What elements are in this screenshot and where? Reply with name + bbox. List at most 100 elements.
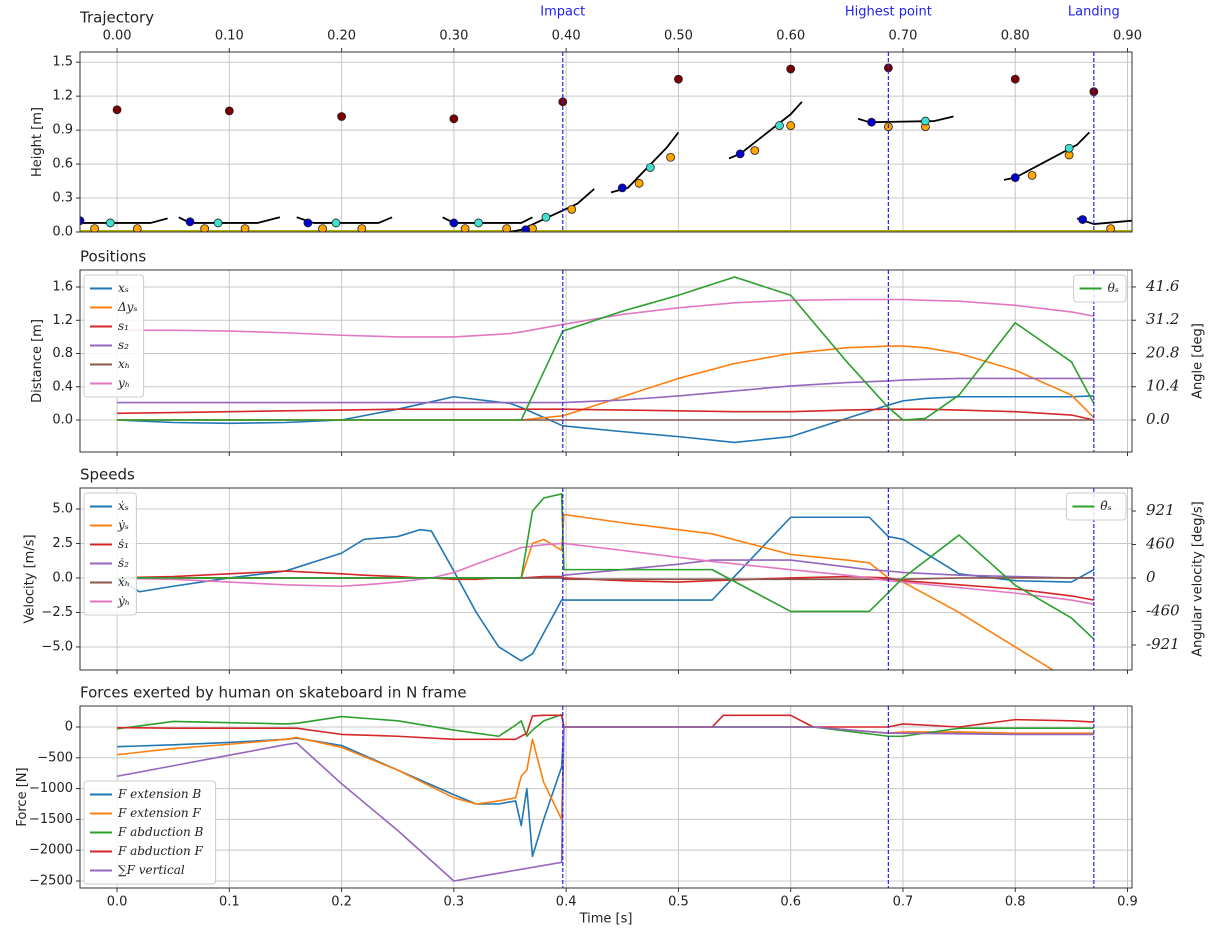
point — [667, 153, 675, 161]
legend-label: xₕ — [118, 357, 130, 371]
y-tick-label: 1.6 — [52, 280, 73, 295]
plot-area — [80, 52, 1132, 232]
x-tick-label: 0.9 — [1117, 895, 1138, 910]
point — [332, 219, 340, 227]
y-tick-label: −1500 — [29, 812, 73, 827]
y-tick-label: −2000 — [29, 843, 73, 858]
y2-tick-label: 0.0 — [1146, 410, 1170, 428]
legend-label: ẋₛ — [118, 499, 129, 513]
y-tick-label: 0.6 — [52, 157, 73, 172]
y-tick-label: −5.0 — [41, 639, 73, 654]
x-tick-label: 0.60 — [776, 29, 805, 44]
event-label: Impact — [540, 5, 585, 20]
y-tick-label: 0.3 — [52, 191, 73, 206]
point — [304, 219, 312, 227]
x-tick-label: 0.2 — [331, 895, 352, 910]
x-tick-label: 0.7 — [893, 895, 914, 910]
y-tick-label: 0.8 — [52, 346, 73, 361]
y-tick-label: 0.9 — [52, 123, 73, 138]
y-tick-label: 0.0 — [52, 413, 73, 428]
y2-axis-label: Angle [deg] — [1191, 323, 1206, 399]
y-tick-label: −2.5 — [41, 605, 73, 620]
point — [736, 150, 744, 158]
y-axis-label: Height [m] — [30, 107, 45, 177]
point — [133, 225, 141, 233]
legend-label: s₂ — [118, 338, 129, 352]
point — [674, 75, 682, 83]
y-tick-label: −500 — [37, 750, 73, 765]
y-tick-label: 0.0 — [52, 570, 73, 585]
point — [618, 184, 626, 192]
y2-axis-label: Angular velocity [deg/s] — [1191, 501, 1206, 656]
legend-label: xₛ — [118, 281, 129, 295]
legend-box — [84, 275, 144, 397]
point — [635, 179, 643, 187]
x-tick-label: 0.90 — [1113, 29, 1142, 44]
panel: 0.00.40.81.21.60.010.420.831.241.6Positi… — [30, 248, 1206, 457]
panel-title: Positions — [80, 248, 146, 266]
legend: xₛΔyₛs₁s₂xₕyₕ — [84, 275, 144, 397]
x-tick-label: 0.30 — [439, 29, 468, 44]
point — [921, 117, 929, 125]
point — [787, 122, 795, 130]
legend-label: F abduction B — [117, 825, 204, 839]
panel-title: Speeds — [80, 466, 135, 484]
plot-area — [80, 270, 1132, 452]
y-tick-label: 0 — [65, 720, 73, 735]
x-tick-label: 0.6 — [780, 895, 801, 910]
panel: 0.000.100.200.300.400.500.600.700.800.90… — [30, 5, 1142, 240]
y-tick-label: 5.0 — [52, 501, 73, 516]
point — [450, 115, 458, 123]
legend: ẋₛẏₛṡ₁ṡ₂ẋₕẏₕ — [84, 493, 136, 615]
legend-label: F extension F — [117, 806, 201, 820]
y-tick-label: 2.5 — [52, 536, 73, 551]
x-tick-label: 0.3 — [444, 895, 465, 910]
x-tick-label: 0.4 — [556, 895, 577, 910]
y-tick-label: 1.5 — [52, 55, 73, 70]
point — [1079, 216, 1087, 224]
y-tick-label: 1.2 — [52, 313, 73, 328]
point — [225, 107, 233, 115]
point — [568, 205, 576, 213]
x-tick-label: 0.10 — [215, 29, 244, 44]
x-tick-label: 0.00 — [103, 29, 132, 44]
point — [91, 225, 99, 233]
event-label: Highest point — [845, 5, 932, 20]
figure: 0.000.100.200.300.400.500.600.700.800.90… — [0, 0, 1214, 931]
y-tick-label: 1.2 — [52, 89, 73, 104]
legend-label: yₕ — [117, 376, 130, 390]
point — [241, 225, 249, 233]
point — [214, 219, 222, 227]
legend: F extension BF extension FF abduction BF… — [84, 781, 216, 884]
point — [775, 122, 783, 130]
point — [338, 113, 346, 121]
panel: −5.0−2.50.02.55.0-921-4600460921SpeedsVe… — [23, 466, 1206, 697]
point — [503, 225, 511, 233]
legend-label: F extension B — [117, 787, 201, 801]
x-tick-label: 0.5 — [668, 895, 689, 910]
point — [1107, 225, 1115, 233]
y2-tick-label: -921 — [1146, 635, 1180, 653]
point — [1028, 171, 1036, 179]
x-tick-label: 0.0 — [107, 895, 128, 910]
legend-label: θ̇ₛ — [1100, 499, 1111, 513]
point — [186, 218, 194, 226]
y2-tick-label: 921 — [1146, 501, 1175, 519]
point — [522, 226, 530, 234]
x-tick-label: 0.1 — [219, 895, 240, 910]
point — [319, 225, 327, 233]
x-tick-label: 0.80 — [1001, 29, 1030, 44]
y2-tick-label: 0 — [1146, 568, 1156, 586]
point — [1011, 75, 1019, 83]
point — [646, 163, 654, 171]
y-tick-label: 0.0 — [52, 225, 73, 240]
x-axis-label: Time [s] — [579, 912, 633, 927]
legend: θₛ — [1074, 275, 1126, 302]
y2-tick-label: 31.2 — [1146, 310, 1179, 328]
legend: θ̇ₛ — [1066, 493, 1126, 520]
point — [461, 225, 469, 233]
y-axis-label: Force [N] — [15, 767, 30, 826]
point — [1065, 144, 1073, 152]
event-label: Landing — [1068, 5, 1120, 20]
